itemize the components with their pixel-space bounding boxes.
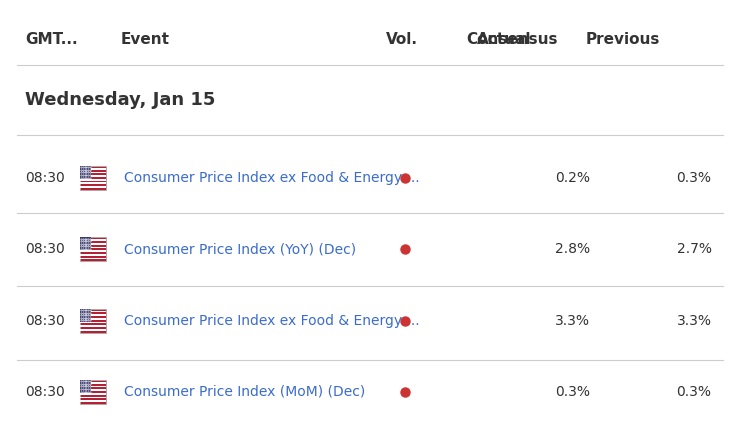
Bar (80, 239, 107, 241)
Bar (80, 309, 91, 321)
Bar (80, 247, 107, 248)
Text: 0.3%: 0.3% (555, 385, 591, 399)
Text: Consumer Price Index ex Food & Energy ...: Consumer Price Index ex Food & Energy ..… (124, 314, 420, 328)
Bar (80, 258, 107, 259)
Text: Actual: Actual (477, 32, 531, 47)
Bar (80, 237, 107, 261)
Bar (80, 254, 107, 256)
Bar (80, 321, 107, 323)
Text: 2.8%: 2.8% (555, 242, 591, 256)
Text: 08:30: 08:30 (25, 385, 64, 399)
Bar (80, 166, 91, 179)
Bar (80, 309, 107, 332)
Bar (80, 237, 91, 250)
Bar (80, 172, 107, 173)
Bar (80, 175, 107, 177)
Text: 3.3%: 3.3% (555, 314, 591, 328)
Bar (80, 389, 107, 391)
Bar (80, 168, 107, 170)
Text: Event: Event (121, 32, 169, 47)
Text: Consensus: Consensus (465, 32, 557, 47)
Text: Vol.: Vol. (386, 32, 418, 47)
Bar (80, 393, 107, 395)
Text: Wednesday, Jan 15: Wednesday, Jan 15 (25, 91, 215, 109)
Text: 0.2%: 0.2% (555, 171, 591, 185)
Text: 0.3%: 0.3% (676, 385, 712, 399)
Text: 0.3%: 0.3% (676, 171, 712, 185)
Bar (80, 380, 107, 404)
Bar (80, 166, 107, 190)
Text: Consumer Price Index ex Food & Energy ...: Consumer Price Index ex Food & Energy ..… (124, 171, 420, 185)
Bar (80, 250, 107, 252)
Text: Previous: Previous (586, 32, 660, 47)
Bar (80, 179, 107, 180)
Bar (80, 183, 107, 184)
Text: Consumer Price Index (MoM) (Dec): Consumer Price Index (MoM) (Dec) (124, 385, 366, 399)
Bar (80, 243, 107, 245)
Text: 08:30: 08:30 (25, 171, 64, 185)
Text: 3.3%: 3.3% (676, 314, 712, 328)
Text: 2.7%: 2.7% (676, 242, 712, 256)
Bar (80, 186, 107, 188)
Bar (80, 400, 107, 402)
Text: 08:30: 08:30 (25, 314, 64, 328)
Bar (80, 396, 107, 399)
Bar (80, 325, 107, 327)
Bar (80, 385, 107, 387)
Bar (80, 382, 107, 384)
Bar (80, 314, 107, 316)
Bar (80, 380, 91, 393)
Bar (80, 311, 107, 312)
Text: GMT...: GMT... (25, 32, 78, 47)
Text: 08:30: 08:30 (25, 242, 64, 256)
Bar (80, 329, 107, 331)
Text: Consumer Price Index (YoY) (Dec): Consumer Price Index (YoY) (Dec) (124, 242, 356, 256)
Bar (80, 318, 107, 320)
